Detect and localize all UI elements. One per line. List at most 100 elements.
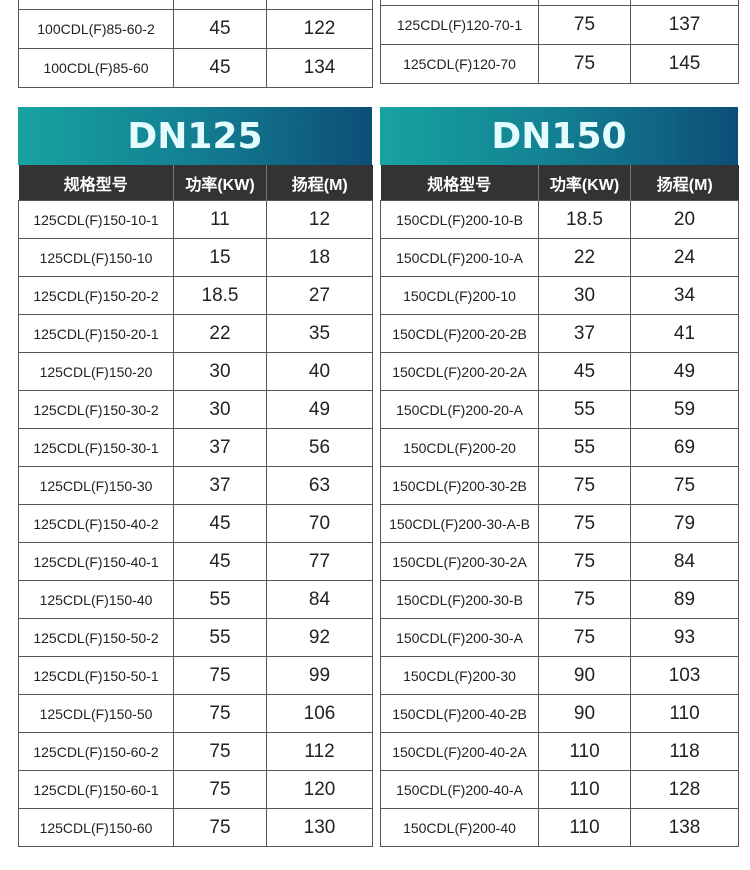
table-row: 150CDL(F)200-40-2B 90 110 [380, 694, 739, 733]
model-cell: 150CDL(F)200-40-A [380, 770, 539, 809]
head-cell: 18 [266, 238, 373, 277]
model-cell: 150CDL(F)200-30-A-B [380, 504, 539, 543]
head-cell: 122 [266, 9, 373, 49]
head-cell: 63 [266, 466, 373, 505]
head-cell: 41 [630, 314, 739, 353]
table-row: 125CDL(F)150-20-2 18.5 27 [18, 276, 373, 315]
power-cell: 55 [173, 580, 267, 619]
power-cell: 15 [173, 238, 267, 277]
head-cell: 49 [630, 352, 739, 391]
model-cell: 150CDL(F)200-30-2B [380, 466, 539, 505]
head-cell: 134 [266, 48, 373, 88]
head-cell: 59 [630, 390, 739, 429]
power-cell: 75 [538, 504, 631, 543]
head-cell: 40 [266, 352, 373, 391]
top-right-table-fragment: 125CDL(F)120-70-1 75 137 125CDL(F)120-70 75 1… [380, 0, 739, 84]
model-cell: 125CDL(F)150-20-1 [18, 314, 174, 353]
power-cell [173, 0, 267, 10]
table-row: 125CDL(F)150-40-1 45 77 [18, 542, 373, 581]
power-cell: 75 [173, 808, 267, 847]
head-cell: 35 [266, 314, 373, 353]
power-cell: 75 [538, 618, 631, 657]
power-cell: 37 [173, 428, 267, 467]
table-row: 150CDL(F)200-20-A 55 59 [380, 390, 739, 429]
table-row: 150CDL(F)200-20-2A 45 49 [380, 352, 739, 391]
table-row: 125CDL(F)150-30-2 30 49 [18, 390, 373, 429]
power-cell: 75 [538, 580, 631, 619]
model-cell: 150CDL(F)200-30-A [380, 618, 539, 657]
table-row: 125CDL(F)150-10 15 18 [18, 238, 373, 277]
head-cell: 120 [266, 770, 373, 809]
model-cell [18, 0, 174, 10]
power-cell: 55 [538, 390, 631, 429]
model-cell: 100CDL(F)85-60 [18, 48, 174, 88]
head-cell: 69 [630, 428, 739, 467]
power-cell: 75 [173, 732, 267, 771]
head-cell: 110 [630, 694, 739, 733]
head-cell: 99 [266, 656, 373, 695]
table-row: 125CDL(F)150-50 75 106 [18, 694, 373, 733]
head-cell: 27 [266, 276, 373, 315]
power-cell: 75 [538, 5, 631, 45]
power-cell: 45 [173, 542, 267, 581]
column-header: 扬程(M) [266, 165, 373, 201]
model-cell: 150CDL(F)200-40-2A [380, 732, 539, 771]
head-cell: 56 [266, 428, 373, 467]
power-cell: 110 [538, 770, 631, 809]
power-cell: 90 [538, 694, 631, 733]
model-cell: 125CDL(F)120-70-1 [380, 5, 539, 45]
power-cell: 18.5 [538, 200, 631, 239]
power-cell: 45 [173, 504, 267, 543]
power-cell: 45 [538, 352, 631, 391]
head-cell: 89 [630, 580, 739, 619]
table-row: 150CDL(F)200-10 30 34 [380, 276, 739, 315]
power-cell: 55 [538, 428, 631, 467]
table-row: 150CDL(F)200-30-A 75 93 [380, 618, 739, 657]
power-cell: 37 [173, 466, 267, 505]
table-row: 150CDL(F)200-30 90 103 [380, 656, 739, 695]
model-cell: 150CDL(F)200-30-B [380, 580, 539, 619]
table-row [18, 0, 373, 10]
head-cell: 12 [266, 200, 373, 239]
model-cell: 125CDL(F)150-20 [18, 352, 174, 391]
model-cell: 125CDL(F)150-60 [18, 808, 174, 847]
model-cell: 125CDL(F)150-10-1 [18, 200, 174, 239]
head-cell: 138 [630, 808, 739, 847]
power-cell: 18.5 [173, 276, 267, 315]
column-header: 功率(KW) [173, 165, 267, 201]
column-header: 规格型号 [18, 165, 174, 201]
power-cell: 45 [173, 48, 267, 88]
table-row: 125CDL(F)150-30 37 63 [18, 466, 373, 505]
power-cell: 55 [173, 618, 267, 657]
head-cell: 24 [630, 238, 739, 277]
model-cell: 100CDL(F)85-60-2 [18, 9, 174, 49]
head-cell: 75 [630, 466, 739, 505]
head-cell [266, 0, 373, 10]
power-cell: 75 [538, 466, 631, 505]
model-cell: 150CDL(F)200-20-2A [380, 352, 539, 391]
table-row: 150CDL(F)200-30-2A 75 84 [380, 542, 739, 581]
head-cell: 137 [630, 5, 739, 45]
model-cell: 150CDL(F)200-10-A [380, 238, 539, 277]
table-title: DN125 [18, 107, 372, 165]
power-cell: 37 [538, 314, 631, 353]
table-row: 150CDL(F)200-40 110 138 [380, 808, 739, 847]
table-title: DN150 [380, 107, 738, 165]
power-cell: 75 [538, 44, 631, 84]
model-cell: 125CDL(F)150-30-1 [18, 428, 174, 467]
top-left-table-fragment: 100CDL(F)85-60-2 45 122 100CDL(F)85-60 45 134 [18, 0, 373, 88]
model-cell: 125CDL(F)150-40 [18, 580, 174, 619]
model-cell: 125CDL(F)150-40-1 [18, 542, 174, 581]
table-row: 125CDL(F)150-40-2 45 70 [18, 504, 373, 543]
head-cell: 49 [266, 390, 373, 429]
model-cell: 125CDL(F)150-60-1 [18, 770, 174, 809]
model-cell: 150CDL(F)200-40 [380, 808, 539, 847]
header-row: 规格型号 功率(KW) 扬程(M) [18, 165, 373, 201]
head-cell: 77 [266, 542, 373, 581]
model-cell: 150CDL(F)200-10-B [380, 200, 539, 239]
model-cell: 125CDL(F)150-30 [18, 466, 174, 505]
table-row: 125CDL(F)150-60-2 75 112 [18, 732, 373, 771]
head-cell: 20 [630, 200, 739, 239]
head-cell: 84 [266, 580, 373, 619]
model-cell: 150CDL(F)200-20-2B [380, 314, 539, 353]
